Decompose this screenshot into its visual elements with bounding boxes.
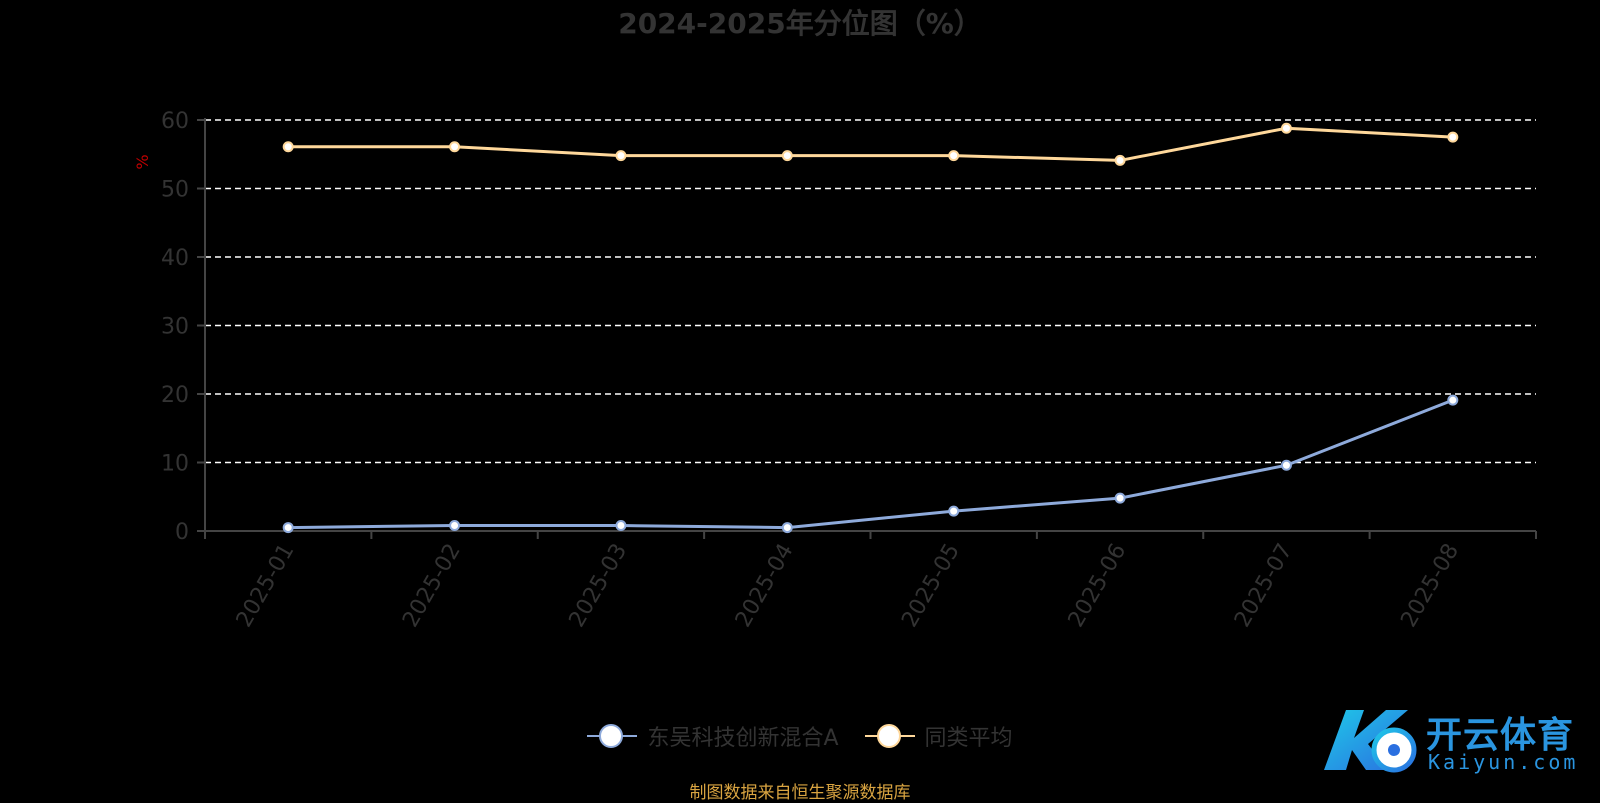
data-point	[781, 522, 793, 534]
data-point	[1114, 154, 1126, 166]
kaiyun-logo-icon	[1324, 710, 1417, 773]
axes: 0 10 20 30 40 50 60 2025-01 2025-02 2025-03 2025-0…	[161, 109, 1537, 632]
y-tick-label: 60	[161, 109, 189, 134]
data-point	[615, 150, 627, 162]
data-point	[1447, 394, 1459, 406]
x-tick-label: 2025-08	[1396, 540, 1464, 632]
series-line	[288, 126, 1453, 162]
y-tick-label: 10	[161, 452, 189, 477]
watermark-site: Kaiyun.com	[1428, 750, 1579, 774]
x-tick-label: 2025-01	[232, 540, 300, 632]
data-point	[282, 141, 294, 153]
x-tick-label: 2025-07	[1230, 540, 1298, 632]
data-point	[1280, 122, 1292, 134]
data-point	[282, 522, 294, 534]
chart-title: 2024-2025年分位图（%）	[618, 7, 982, 40]
legend-swatch-fund	[587, 723, 638, 749]
series-line	[288, 398, 1454, 530]
data-point	[615, 520, 627, 532]
x-tick-label: 2025-06	[1064, 540, 1132, 632]
legend-label-fund: 东吴科技创新混合A	[647, 726, 839, 751]
data-point	[948, 150, 960, 162]
x-tick-label: 2025-04	[731, 540, 799, 632]
data-point	[449, 141, 461, 153]
data-point	[1114, 492, 1126, 504]
legend-item-category-average[interactable]: 同类平均	[864, 720, 1013, 752]
source-note: 制图数据来自恒生聚源数据库	[689, 783, 911, 803]
legend-swatch-category-average	[864, 723, 915, 749]
x-tick-label: 2025-02	[398, 540, 466, 632]
y-tick-label: 20	[161, 383, 189, 408]
data-point	[1447, 131, 1459, 143]
data-point	[781, 150, 793, 162]
data-point	[948, 505, 960, 517]
watermark: 开云体育 Kaiyun.com	[1316, 700, 1596, 780]
x-tick-label: 2025-05	[897, 540, 965, 632]
y-tick-label: 0	[175, 520, 189, 545]
grid-lines	[205, 119, 1536, 464]
x-tick-label: 2025-03	[565, 540, 633, 632]
watermark-brand: 开云体育	[1426, 715, 1575, 756]
series-lines	[282, 122, 1459, 534]
legend-item-fund[interactable]: 东吴科技创新混合A	[587, 720, 839, 752]
legend: 东吴科技创新混合A 同类平均	[0, 720, 1600, 752]
data-point	[449, 520, 461, 532]
legend-label-category-average: 同类平均	[924, 726, 1013, 751]
data-point	[1280, 459, 1292, 471]
y-tick-label: 40	[161, 246, 189, 271]
y-tick-label: 30	[161, 315, 189, 340]
y-axis-label: %	[133, 154, 152, 169]
y-tick-label: 50	[161, 178, 189, 203]
